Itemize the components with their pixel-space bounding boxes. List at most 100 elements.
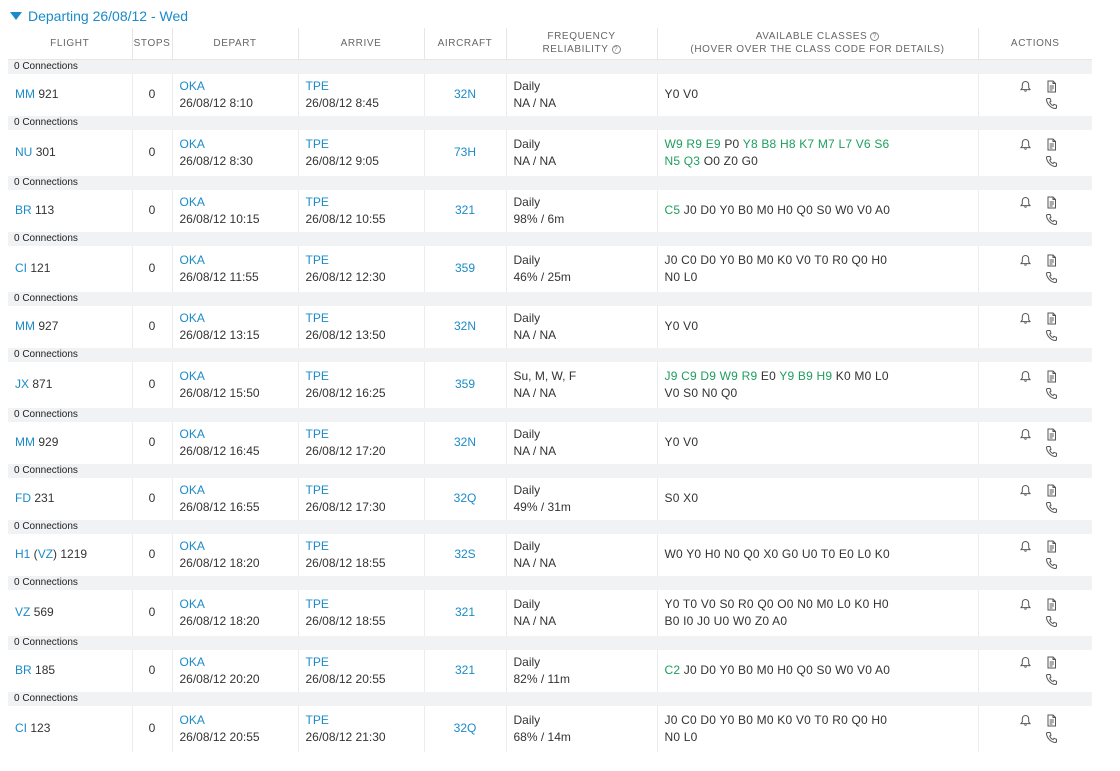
document-icon[interactable]: [1045, 370, 1058, 383]
aircraft-link[interactable]: 321: [454, 605, 476, 619]
airline-code-link[interactable]: MM: [15, 87, 35, 101]
phone-icon[interactable]: [1045, 557, 1058, 570]
depart-airport-link[interactable]: OKA: [179, 596, 205, 611]
arrive-airport-link[interactable]: TPE: [305, 78, 329, 93]
arrive-airport-link[interactable]: TPE: [305, 596, 329, 611]
bell-icon[interactable]: [1019, 138, 1032, 151]
arrive-airport-link[interactable]: TPE: [305, 482, 329, 497]
document-icon[interactable]: [1045, 598, 1058, 611]
aircraft-link[interactable]: 32Q: [453, 491, 477, 505]
depart-airport-link[interactable]: OKA: [179, 78, 205, 93]
document-icon[interactable]: [1045, 484, 1058, 497]
class-codes[interactable]: P0: [720, 136, 743, 151]
depart-airport-link[interactable]: OKA: [179, 712, 205, 727]
aircraft-link[interactable]: 32N: [453, 435, 476, 449]
airline-code-link[interactable]: CI: [15, 261, 27, 275]
class-codes[interactable]: Y0 T0 V0 S0 R0 Q0 O0 N0 M0 L0 K0 H0: [664, 596, 889, 611]
bell-icon[interactable]: [1019, 370, 1032, 383]
document-icon[interactable]: [1045, 714, 1058, 727]
arrive-airport-link[interactable]: TPE: [305, 136, 329, 151]
class-codes[interactable]: N0 L0: [664, 269, 698, 284]
triangle-down-icon[interactable]: [10, 12, 22, 20]
bell-icon[interactable]: [1019, 598, 1032, 611]
class-codes[interactable]: E0: [757, 368, 780, 383]
bell-icon[interactable]: [1019, 540, 1032, 553]
airline-code-link[interactable]: JX: [15, 377, 30, 391]
document-icon[interactable]: [1045, 312, 1058, 325]
document-icon[interactable]: [1045, 138, 1058, 151]
bell-icon[interactable]: [1019, 312, 1032, 325]
airline-code-link[interactable]: BR: [15, 663, 32, 677]
phone-icon[interactable]: [1045, 387, 1058, 400]
aircraft-link[interactable]: 321: [454, 663, 476, 677]
class-codes[interactable]: Y0 V0: [664, 435, 699, 449]
phone-icon[interactable]: [1045, 329, 1058, 342]
phone-icon[interactable]: [1045, 445, 1058, 458]
departing-title[interactable]: Departing 26/08/12 - Wed: [28, 8, 189, 24]
bell-icon[interactable]: [1019, 656, 1032, 669]
bell-icon[interactable]: [1019, 484, 1032, 497]
document-icon[interactable]: [1045, 80, 1058, 93]
document-icon[interactable]: [1045, 254, 1058, 267]
class-codes[interactable]: Y0 V0: [664, 319, 699, 333]
airline-code-link[interactable]: MM: [15, 319, 35, 333]
depart-airport-link[interactable]: OKA: [179, 310, 205, 325]
airline-code-link[interactable]: FD: [15, 491, 31, 505]
class-codes[interactable]: S0 X0: [664, 491, 699, 505]
available-class-codes[interactable]: Y8 B8 H8 K7 M7 L7 V6 S6: [742, 136, 890, 151]
depart-airport-link[interactable]: OKA: [179, 426, 205, 441]
class-codes[interactable]: N0 L0: [664, 729, 698, 744]
airline-code-link[interactable]: BR: [15, 203, 32, 217]
class-codes[interactable]: W0 Y0 H0 N0 Q0 X0 G0 U0 T0 E0 L0 K0: [664, 547, 890, 561]
airline-code-link[interactable]: H1: [15, 547, 31, 561]
bell-icon[interactable]: [1019, 196, 1032, 209]
bell-icon[interactable]: [1019, 428, 1032, 441]
available-class-codes[interactable]: Y9 B9 H9: [779, 368, 833, 383]
arrive-airport-link[interactable]: TPE: [305, 538, 329, 553]
available-class-codes[interactable]: N5 Q3: [664, 153, 701, 168]
document-icon[interactable]: [1045, 196, 1058, 209]
aircraft-link[interactable]: 321: [454, 203, 476, 217]
class-codes[interactable]: J0 C0 D0 Y0 B0 M0 K0 V0 T0 R0 Q0 H0: [664, 712, 888, 727]
bell-icon[interactable]: [1019, 80, 1032, 93]
aircraft-link[interactable]: 32N: [453, 319, 476, 333]
phone-icon[interactable]: [1045, 673, 1058, 686]
airline-code-link[interactable]: MM: [15, 435, 35, 449]
phone-icon[interactable]: [1045, 271, 1058, 284]
airline-code-link[interactable]: VZ: [15, 605, 31, 619]
available-class-codes[interactable]: W9 R9 E9: [664, 136, 721, 151]
depart-airport-link[interactable]: OKA: [179, 368, 205, 383]
airline-code-link[interactable]: CI: [15, 721, 27, 735]
phone-icon[interactable]: [1045, 501, 1058, 514]
phone-icon[interactable]: [1045, 97, 1058, 110]
depart-airport-link[interactable]: OKA: [179, 136, 205, 151]
class-codes[interactable]: J0 D0 Y0 B0 M0 H0 Q0 S0 W0 V0 A0: [680, 203, 891, 217]
aircraft-link[interactable]: 359: [454, 377, 476, 391]
class-codes[interactable]: K0 M0 L0: [832, 368, 889, 383]
arrive-airport-link[interactable]: TPE: [305, 426, 329, 441]
operating-airline-link[interactable]: VZ: [37, 547, 54, 561]
aircraft-link[interactable]: 32S: [454, 547, 476, 561]
arrive-airport-link[interactable]: TPE: [305, 252, 329, 267]
aircraft-link[interactable]: 32Q: [453, 721, 477, 735]
depart-airport-link[interactable]: OKA: [179, 252, 205, 267]
depart-airport-link[interactable]: OKA: [179, 482, 205, 497]
arrive-airport-link[interactable]: TPE: [305, 368, 329, 383]
available-class-codes[interactable]: J9 C9 D9 W9 R9: [664, 368, 758, 383]
phone-icon[interactable]: [1045, 615, 1058, 628]
arrive-airport-link[interactable]: TPE: [305, 654, 329, 669]
class-codes[interactable]: Y0 V0: [664, 87, 699, 101]
document-icon[interactable]: [1045, 540, 1058, 553]
info-circle-icon[interactable]: ?: [870, 32, 880, 42]
depart-airport-link[interactable]: OKA: [179, 538, 205, 553]
departing-header[interactable]: Departing 26/08/12 - Wed: [10, 6, 188, 26]
available-class-codes[interactable]: C5: [664, 203, 681, 217]
document-icon[interactable]: [1045, 656, 1058, 669]
airline-code-link[interactable]: NU: [15, 145, 33, 159]
depart-airport-link[interactable]: OKA: [179, 654, 205, 669]
phone-icon[interactable]: [1045, 213, 1058, 226]
class-codes[interactable]: J0 D0 Y0 B0 M0 H0 Q0 S0 W0 V0 A0: [680, 663, 891, 677]
arrive-airport-link[interactable]: TPE: [305, 712, 329, 727]
bell-icon[interactable]: [1019, 714, 1032, 727]
aircraft-link[interactable]: 359: [454, 261, 476, 275]
